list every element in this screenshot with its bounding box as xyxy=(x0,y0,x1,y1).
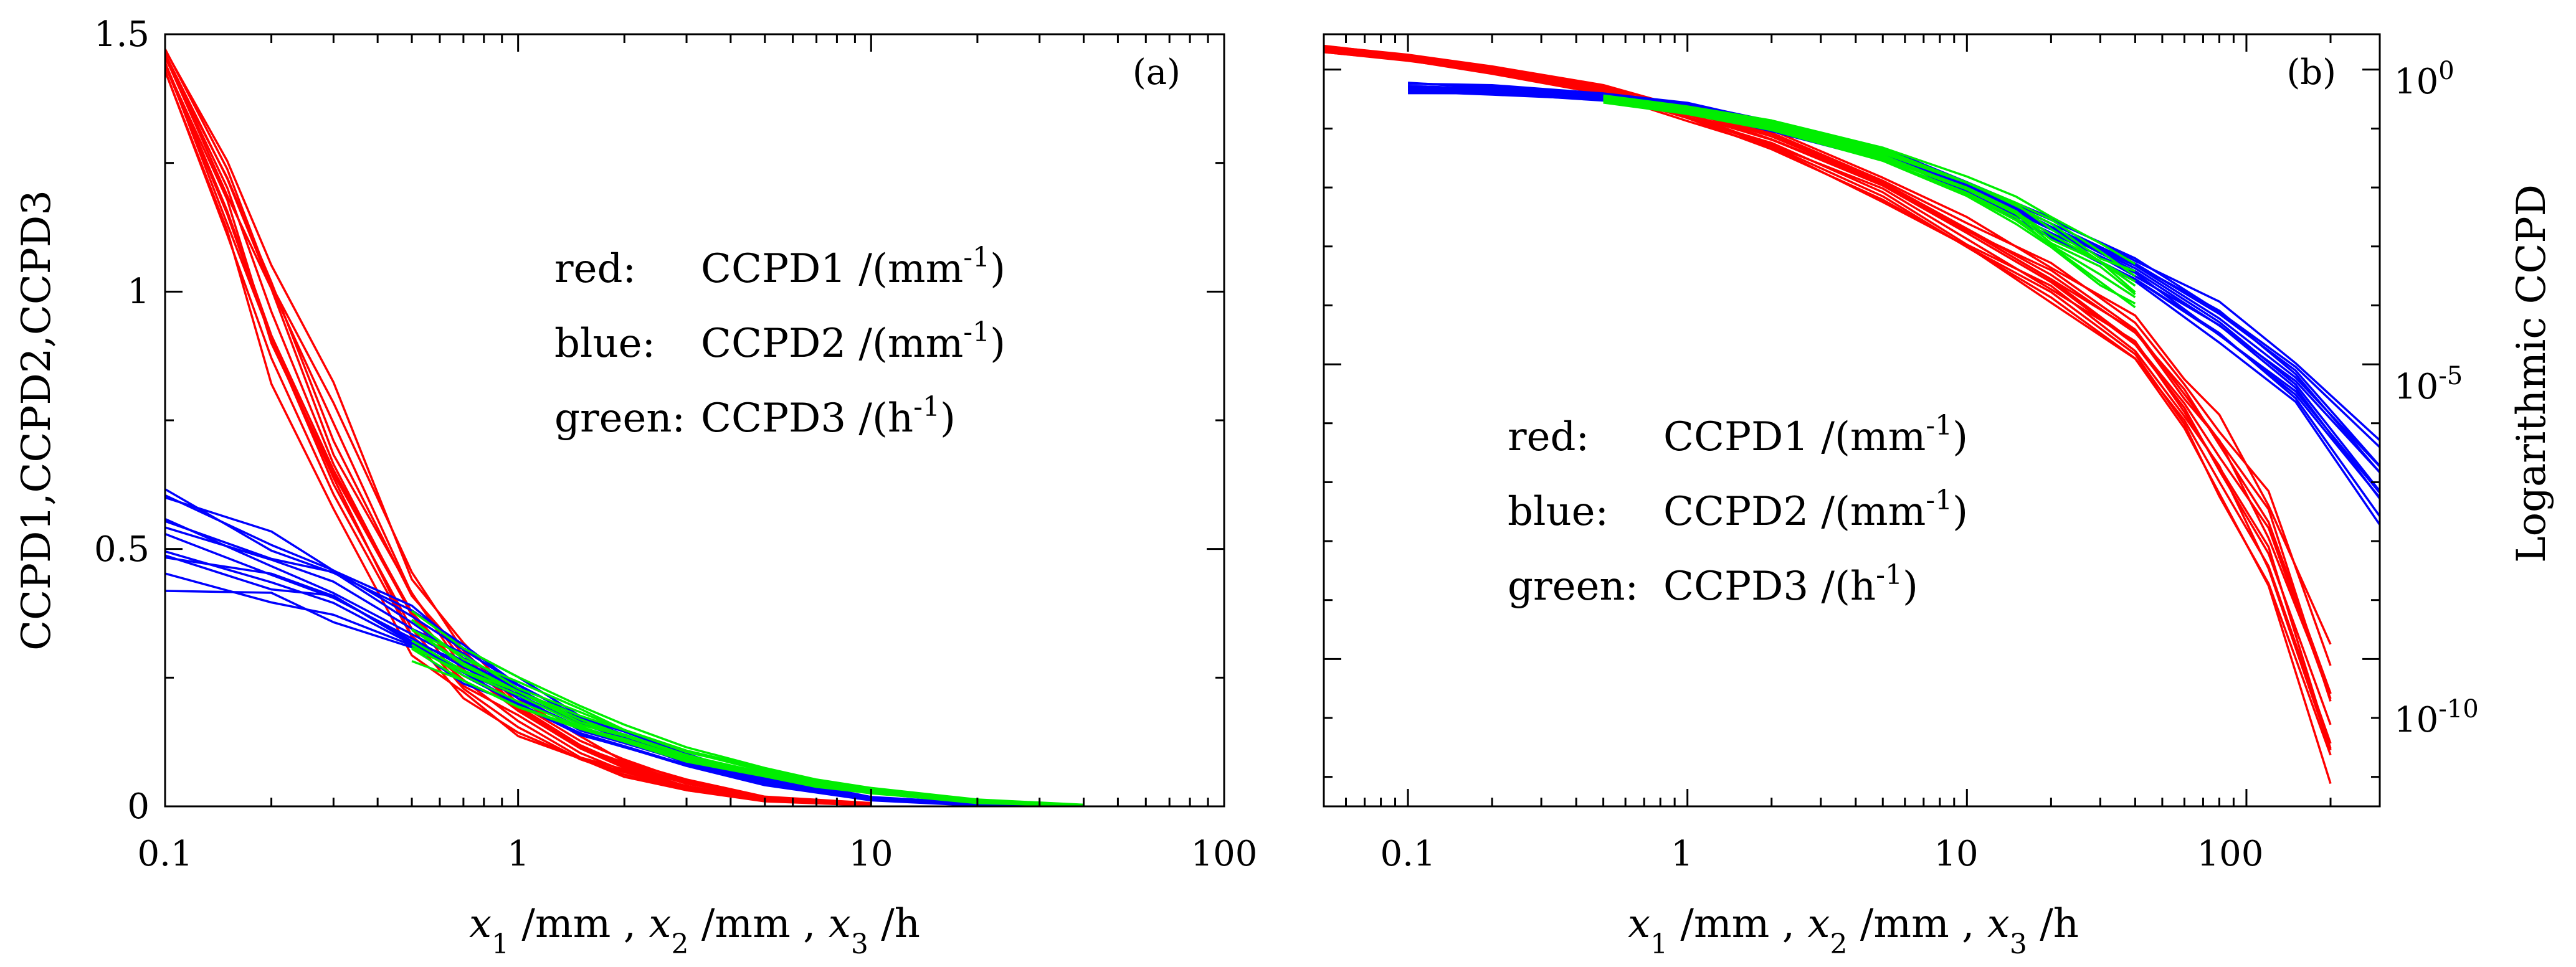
panel-a-legend-red-label: CCPD1 /(mm-1) xyxy=(701,242,1005,293)
panel-b-ccpd1-line-6 xyxy=(1324,49,2332,725)
panel-b-ccpd1-line-11 xyxy=(1324,44,2332,666)
panel-b-ytick-1: 10-5 xyxy=(2394,362,2463,407)
panel-a-xtick-2: 10 xyxy=(848,834,893,874)
panel-a-ytick-2: 1 xyxy=(127,271,150,312)
panel-b-ylabel: Logarithmic CCPD xyxy=(2509,184,2555,563)
panel-b-legend: red: CCPD1 /(mm-1) blue: CCPD2 /(mm-1) g… xyxy=(1508,410,1968,610)
panel-b-legend-blue-label: CCPD2 /(mm-1) xyxy=(1663,484,1968,535)
panel-b-legend-green-key: green: xyxy=(1508,564,1638,610)
panel-b-tag: (b) xyxy=(2286,52,2336,93)
panel-b-ccpd2-line-10 xyxy=(1408,82,2380,467)
panel-a-ticks xyxy=(164,33,1225,808)
panel-b-xtick-1: 1 xyxy=(1671,834,1693,874)
panel-a-legend-blue-label: CCPD2 /(mm-1) xyxy=(701,316,1005,367)
panel-b: 0.1 1 10 100 100 10-5 10-10 Logarithmic … xyxy=(1323,33,2555,960)
panel-a-xtick-1: 1 xyxy=(507,834,530,874)
panel-a-legend-green-key: green: xyxy=(554,395,685,441)
panel-b-xtick-2: 10 xyxy=(1934,834,1978,874)
panel-a-tag: (a) xyxy=(1133,52,1181,93)
panel-b-ytick-0: 100 xyxy=(2394,57,2455,102)
panel-a-legend-blue-key: blue: xyxy=(554,321,655,367)
panel-b-xlabel: x1 /mm , x2 /mm , x3 /h xyxy=(1628,901,2079,960)
panel-a-xlabel: x1 /mm , x2 /mm , x3 /h xyxy=(469,901,920,960)
panel-b-legend-blue-key: blue: xyxy=(1508,489,1609,535)
panel-a-legend-green-label: CCPD3 /(h-1) xyxy=(701,391,956,442)
panel-b-ccpd2-line-11 xyxy=(1407,82,2380,448)
panel-a-ccpd2-line-11 xyxy=(165,488,1084,806)
panel-b-ccpd3-line-2 xyxy=(1603,100,2136,309)
panel-b-ccpd3-line-10 xyxy=(1603,94,2136,265)
panel-b-xtick-0: 0.1 xyxy=(1380,834,1435,874)
panel-a-xtick-3: 100 xyxy=(1191,834,1258,874)
panel-b-ccpd2-line-8 xyxy=(1408,85,2380,468)
panel-b-xtick-3: 100 xyxy=(2197,834,2264,874)
panel-a-ytick-0: 0 xyxy=(127,786,150,827)
panel-a-ccpd3-line-9 xyxy=(411,618,1084,806)
panel-b-ccpd3-line-7 xyxy=(1603,97,2136,287)
panel-a-ytick-3: 1.5 xyxy=(94,14,150,55)
panel-b-ccpd3-line-9 xyxy=(1603,95,2136,277)
panel-b-legend-green-label: CCPD3 /(h-1) xyxy=(1663,559,1918,610)
panel-b-ccpd2-line-12 xyxy=(1408,82,2380,441)
panel-a-legend: red: CCPD1 /(mm-1) blue: CCPD2 /(mm-1) g… xyxy=(554,242,1005,442)
panel-a-legend-red-key: red: xyxy=(554,246,636,292)
panel-b-ccpd3-line-3 xyxy=(1603,99,2136,298)
panel-a-xtick-0: 0.1 xyxy=(137,834,192,874)
panel-b-legend-red-key: red: xyxy=(1508,414,1589,460)
panel-b-ytick-2: 10-10 xyxy=(2394,695,2479,740)
panel-a-ytick-1: 0.5 xyxy=(94,529,150,570)
panel-b-ticks xyxy=(1323,34,2381,806)
panel-b-series xyxy=(1324,44,2380,785)
panel-b-ccpd1-line-12 xyxy=(1324,45,2332,645)
panel-a-ylabel: CCPD1,CCPD2,CCPD3 xyxy=(14,190,60,651)
panel-b-legend-red-label: CCPD1 /(mm-1) xyxy=(1663,410,1968,461)
panel-a-ccpd3-line-10 xyxy=(411,610,1084,806)
panel-a: 0 0.5 1 1.5 0.1 1 10 100 CCPD1,CCPD2,CCP… xyxy=(14,14,1257,960)
panel-a-frame xyxy=(164,33,1225,808)
panel-b-frame xyxy=(1323,33,2381,808)
